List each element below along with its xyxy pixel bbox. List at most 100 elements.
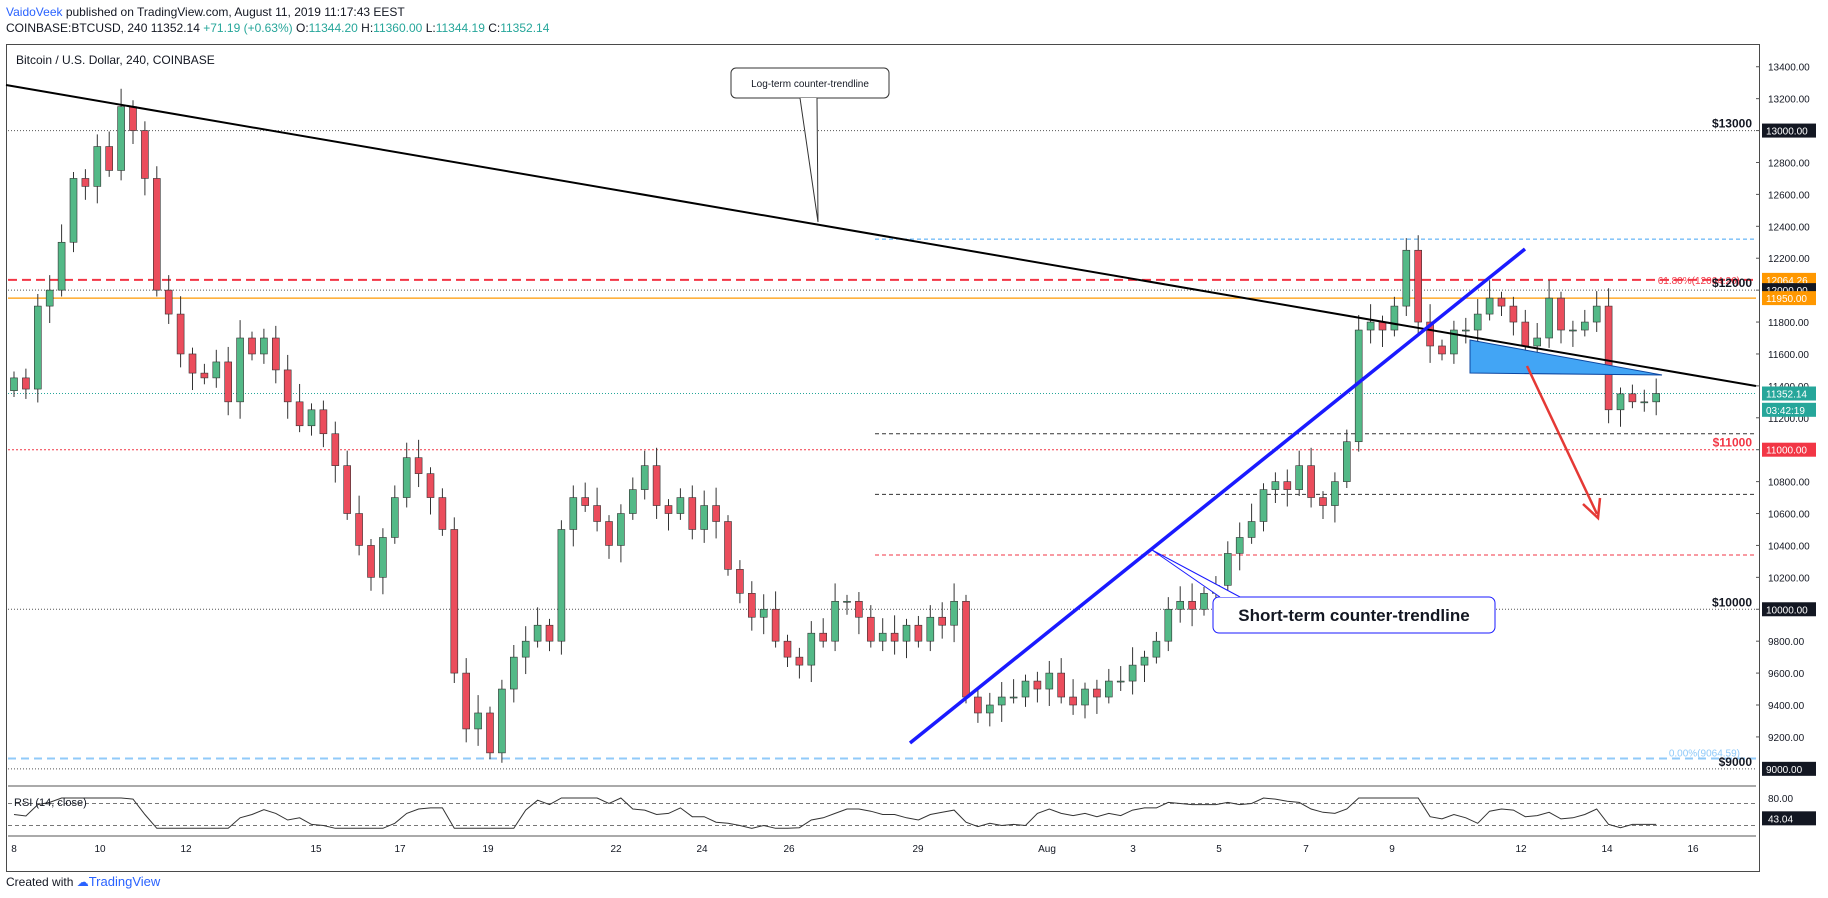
- callout-pointer: [799, 97, 819, 223]
- y-tick-label: 13200.00: [1768, 95, 1810, 106]
- candle-body: [1485, 297, 1494, 315]
- rsi-value-tag: [1762, 811, 1816, 826]
- short-term-trendline: [908, 247, 1527, 745]
- level-label: $11000: [1713, 436, 1753, 450]
- chart-frame: [6, 44, 1760, 872]
- candle-body: [141, 130, 149, 179]
- price-tag-label: 10000.00: [1766, 605, 1808, 616]
- rsi-label: RSI (14, close): [14, 797, 87, 809]
- x-tick-label: Aug: [1038, 844, 1056, 855]
- candle-body: [1604, 305, 1613, 411]
- candle-body: [1402, 249, 1411, 307]
- price-tag-label: 11000.00: [1766, 446, 1807, 457]
- price-tag: [1762, 761, 1816, 776]
- candle-body: [569, 497, 578, 530]
- candle-body: [843, 600, 851, 603]
- x-tick-label: 29: [912, 844, 924, 855]
- y-tick-label: 12800.00: [1768, 158, 1810, 169]
- y-tick-label: 9600.00: [1768, 669, 1805, 680]
- candle-body: [783, 640, 792, 658]
- candle-body: [1057, 672, 1065, 698]
- candle-body: [605, 521, 613, 546]
- candle-body: [1247, 521, 1256, 538]
- candle-body: [402, 457, 411, 498]
- candle-body: [1569, 329, 1577, 332]
- candle-body: [914, 624, 923, 642]
- y-tick-label: 11200.00: [1768, 414, 1809, 425]
- candle-body: [1128, 664, 1137, 682]
- price-tag-label: 13000.00: [1766, 127, 1808, 138]
- candle-body: [486, 712, 494, 754]
- candle-body: [688, 497, 697, 530]
- close-value: 11352.14: [500, 21, 550, 35]
- candle-body: [617, 513, 625, 546]
- candle-body: [1450, 329, 1458, 355]
- candle-body: [1616, 393, 1625, 411]
- candle-body: [295, 401, 304, 427]
- candle-body: [521, 640, 530, 658]
- candle-body: [664, 505, 673, 514]
- candle-body: [700, 505, 709, 530]
- candle-body: [1093, 688, 1101, 698]
- candle-body: [1105, 680, 1113, 698]
- candle-body: [283, 369, 292, 403]
- candle-body: [379, 537, 387, 578]
- candle-body: [1200, 593, 1208, 610]
- author-link[interactable]: VaidoVeek: [6, 5, 63, 19]
- candle-body: [926, 616, 935, 642]
- candle-body: [866, 616, 875, 642]
- candle-body: [509, 656, 518, 690]
- candle-body: [759, 608, 768, 618]
- candle-body: [831, 600, 839, 642]
- candle-body: [1390, 305, 1399, 331]
- x-tick-label: 3: [1130, 844, 1136, 855]
- x-tick-label: 8: [11, 844, 17, 855]
- y-tick-label: 9800.00: [1768, 637, 1805, 648]
- candle-body: [224, 361, 232, 403]
- price-tag: [1762, 123, 1816, 138]
- candle-body: [807, 632, 816, 666]
- long-trend-label: Log-term counter-trendline: [751, 79, 869, 90]
- candle-body: [10, 377, 18, 391]
- candle-body: [1509, 305, 1518, 323]
- price-tag: [1762, 442, 1816, 457]
- candle-body: [1533, 337, 1541, 347]
- y-tick-label: 12400.00: [1768, 222, 1810, 233]
- x-tick-label: 12: [1515, 844, 1527, 855]
- candle-body: [1259, 489, 1268, 522]
- candle-body: [1116, 680, 1125, 683]
- x-tick-label: 22: [610, 844, 622, 855]
- candle-body: [1009, 696, 1018, 699]
- candle-body: [22, 377, 30, 390]
- fib-label: 0.00%(9064.59): [1669, 749, 1740, 760]
- candle-body: [498, 688, 506, 754]
- level-label: $12000: [1712, 276, 1752, 290]
- level-label: $9000: [1719, 755, 1753, 769]
- candle-body: [117, 106, 125, 171]
- candle-body: [1366, 321, 1375, 331]
- candle-body: [1283, 481, 1292, 490]
- candle-body: [1378, 321, 1387, 331]
- x-tick-label: 17: [394, 844, 406, 855]
- ohlc-info: COINBASE:BTCUSD, 240 11352.14 +71.19 (+0…: [6, 20, 549, 36]
- low-value: 11344.19: [435, 21, 485, 35]
- candle-body: [343, 465, 352, 514]
- candle-body: [260, 337, 268, 355]
- x-tick-label: 14: [1601, 844, 1613, 855]
- candle-body: [426, 473, 435, 498]
- x-tick-label: 12: [180, 844, 192, 855]
- candle-body: [462, 672, 471, 730]
- candle-body: [1473, 313, 1482, 331]
- candle-body: [724, 521, 732, 570]
- candle-body: [1497, 297, 1506, 307]
- candle-body: [593, 505, 601, 522]
- last-price: 11352.14: [150, 21, 200, 35]
- tradingview-link[interactable]: TradingView: [88, 874, 161, 889]
- y-tick-label: 12600.00: [1768, 190, 1810, 201]
- high-value: 11360.00: [373, 21, 423, 35]
- candle-body: [997, 696, 1006, 706]
- candle-body: [974, 696, 982, 714]
- candle-body: [533, 624, 542, 642]
- candle-body: [855, 600, 863, 618]
